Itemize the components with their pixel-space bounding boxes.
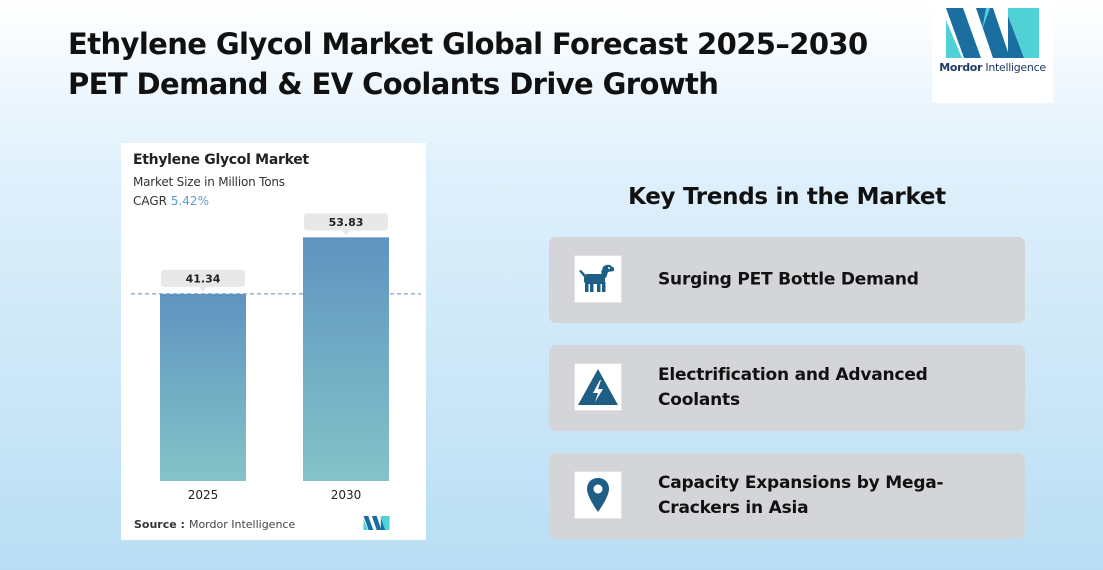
logo-wordmark: Mordor Intelligence	[939, 61, 1046, 74]
title-line-2: PET Demand & EV Coolants Drive Growth	[68, 67, 719, 101]
chart-cagr: CAGR 5.42%	[133, 194, 209, 208]
trend-card-pet-bottle-demand: Surging PET Bottle Demand	[549, 237, 1025, 323]
source-value: Mordor Intelligence	[188, 518, 296, 531]
bar-2030	[303, 237, 389, 481]
bar-2025	[160, 293, 246, 481]
page-title: Ethylene Glycol Market Global Forecast 2…	[68, 24, 868, 104]
location-pin-icon	[587, 478, 609, 512]
key-trends-heading: Key Trends in the Market	[628, 184, 946, 210]
category-label-2030: 2030	[331, 488, 362, 502]
mordor-logo-mark-icon	[946, 8, 1039, 58]
mordor-intelligence-logo: Mordor Intelligence	[932, 0, 1053, 103]
trend-card-capacity-expansions: Capacity Expansions by Mega-Crackers in …	[549, 453, 1025, 539]
trend-label: Surging PET Bottle Demand	[658, 269, 919, 290]
chart-card: Ethylene Glycol Market Market Size in Mi…	[121, 143, 426, 540]
trend-card-electrification-coolants: Electrification and Advanced Coolants	[549, 345, 1025, 431]
trend-label: Electrification and Advanced Coolants	[658, 365, 928, 410]
value-label-bg-2030	[304, 213, 388, 231]
trend-icon-box	[574, 255, 622, 303]
chart-title: Ethylene Glycol Market	[133, 152, 309, 168]
cagr-value: 5.42%	[170, 194, 209, 208]
category-label-2025: 2025	[188, 488, 219, 502]
trend-label: Capacity Expansions by Mega-Crackers in …	[658, 473, 944, 518]
value-label-pointer-2025	[199, 286, 207, 292]
mordor-mini-logo-icon	[363, 516, 390, 530]
dog-icon	[579, 264, 614, 292]
chart-subtitle: Market Size in Million Tons	[133, 175, 285, 189]
title-line-1: Ethylene Glycol Market Global Forecast 2…	[68, 27, 868, 61]
value-label-pointer-2030	[342, 230, 350, 236]
value-label-2030: 53.83	[329, 216, 364, 229]
bar-chart: 41.34 2025 53.83 2030	[131, 213, 421, 502]
chart-source: Source : Mordor Intelligence	[134, 518, 295, 531]
source-label: Source :	[134, 518, 185, 531]
trend-icon-box	[574, 363, 622, 411]
trend-icon-box	[574, 471, 622, 519]
cagr-label: CAGR	[133, 194, 168, 208]
value-label-2025: 41.34	[186, 272, 221, 285]
value-label-bg-2025	[161, 269, 245, 287]
lightning-warning-icon	[578, 369, 618, 405]
